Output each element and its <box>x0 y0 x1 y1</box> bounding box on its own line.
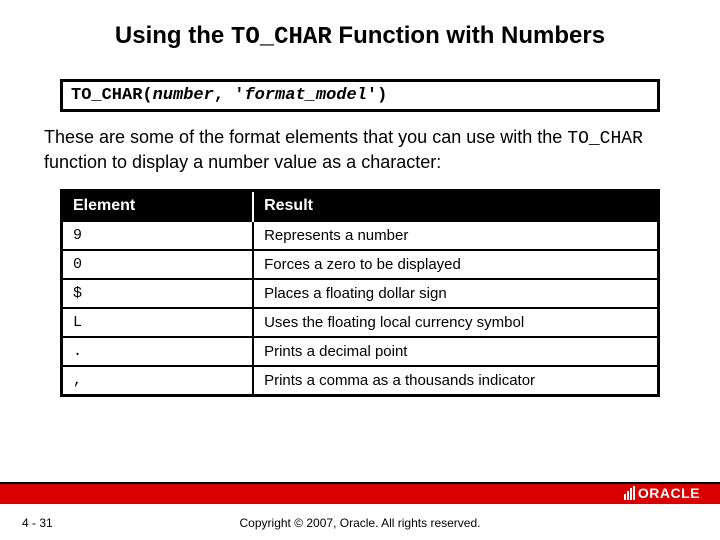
oracle-logo-text: ORACLE <box>638 485 700 501</box>
slide: Using the TO_CHAR Function with Numbers … <box>0 0 720 540</box>
syntax-arg1: number <box>153 86 214 105</box>
syntax-box: TO_CHAR(number, 'format_model') <box>60 79 660 112</box>
syntax-arg2: format_model <box>244 86 366 105</box>
cell-element: $ <box>63 279 253 308</box>
cell-result: Represents a number <box>253 221 657 250</box>
cell-element: , <box>63 366 253 394</box>
title-post: Function with Numbers <box>332 22 605 49</box>
table-row: , Prints a comma as a thousands indicato… <box>63 366 657 394</box>
table-row: 9 Represents a number <box>63 221 657 250</box>
body-text: These are some of the format elements th… <box>44 126 676 175</box>
syntax-fn: TO_CHAR( <box>71 86 153 105</box>
format-table-wrap: Element Result 9 Represents a number 0 F… <box>60 189 660 397</box>
body-code: TO_CHAR <box>567 129 643 149</box>
table-row: 0 Forces a zero to be displayed <box>63 250 657 279</box>
table-row: $ Places a floating dollar sign <box>63 279 657 308</box>
cell-element: . <box>63 337 253 366</box>
format-table: Element Result 9 Represents a number 0 F… <box>63 192 657 394</box>
syntax-mid: , ' <box>214 86 245 105</box>
footer-red-bar <box>0 482 720 504</box>
col-element: Element <box>63 192 253 221</box>
syntax-end: ') <box>367 86 387 105</box>
body-post: function to display a number value as a … <box>44 152 441 172</box>
body-pre: These are some of the format elements th… <box>44 127 567 147</box>
cell-result: Prints a comma as a thousands indicator <box>253 366 657 394</box>
copyright-text: Copyright © 2007, Oracle. All rights res… <box>0 516 720 530</box>
table-row: L Uses the floating local currency symbo… <box>63 308 657 337</box>
cell-element: L <box>63 308 253 337</box>
cell-result: Prints a decimal point <box>253 337 657 366</box>
oracle-logo-bars-icon <box>624 486 635 500</box>
table-header-row: Element Result <box>63 192 657 221</box>
cell-result: Uses the floating local currency symbol <box>253 308 657 337</box>
table-row: . Prints a decimal point <box>63 337 657 366</box>
cell-result: Forces a zero to be displayed <box>253 250 657 279</box>
cell-element: 0 <box>63 250 253 279</box>
slide-title: Using the TO_CHAR Function with Numbers <box>0 0 720 61</box>
cell-result: Places a floating dollar sign <box>253 279 657 308</box>
cell-element: 9 <box>63 221 253 250</box>
title-code: TO_CHAR <box>231 24 332 51</box>
col-result: Result <box>253 192 657 221</box>
title-pre: Using the <box>115 22 231 49</box>
oracle-logo: ORACLE <box>622 484 702 502</box>
